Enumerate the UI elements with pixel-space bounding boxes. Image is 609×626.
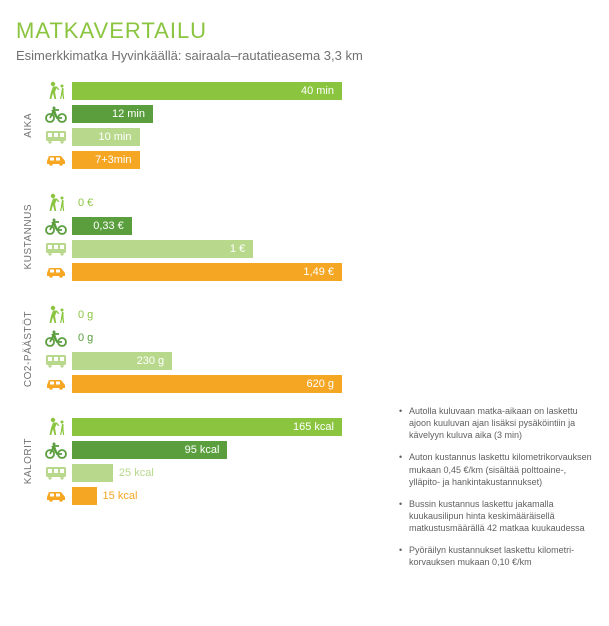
bar-label: 15 kcal (103, 490, 138, 502)
bar-row-co2-bus: 230 g (72, 349, 352, 372)
bus-icon (40, 237, 72, 260)
bar-row-kustannus-bike: 0,33 € (72, 214, 352, 237)
page-title: MATKAVERTAILU (16, 18, 593, 44)
bar-row-kustannus-bus: 1 € (72, 237, 352, 260)
car-icon (40, 484, 72, 507)
bar-label: 1,49 € (303, 266, 334, 278)
bar-row-aika-bike: 12 min (72, 102, 352, 125)
bar: 12 min (72, 105, 153, 123)
category-label-aika: AIKA (16, 79, 40, 171)
bar-label: 165 kcal (293, 421, 334, 433)
bar: 95 kcal (72, 441, 227, 459)
bar-row-kustannus-walk: 0 € (72, 191, 352, 214)
bar-label: 0 € (78, 197, 93, 209)
bar-row-kalorit-bus: 25 kcal (72, 461, 352, 484)
bar-label: 25 kcal (119, 467, 154, 479)
bike-icon (40, 214, 72, 237)
bar: 165 kcal (72, 418, 342, 436)
bar-label: 95 kcal (185, 444, 220, 456)
bar: 7+3min (72, 151, 140, 169)
category-label-text: AIKA (23, 113, 34, 138)
walk-icon (40, 303, 72, 326)
bus-icon (40, 349, 72, 372)
page-subtitle: Esimerkkimatka Hyvinkäällä: sairaala–rau… (16, 48, 593, 63)
footnote-item: Bussin kustannus laskettu jakamalla kuuk… (399, 498, 599, 534)
category-label-co2: CO2-PÄÄSTÖT (16, 303, 40, 395)
car-icon (40, 372, 72, 395)
bar-row-co2-bike: 0 g (72, 326, 352, 349)
bike-icon (40, 102, 72, 125)
bar: 1 € (72, 240, 253, 258)
bar-label: 12 min (112, 108, 145, 120)
bar-row-aika-car: 7+3min (72, 148, 352, 171)
bar (72, 487, 97, 505)
bar-label: 0,33 € (93, 220, 124, 232)
walk-icon (40, 415, 72, 438)
bus-icon (40, 125, 72, 148)
bar-row-aika-bus: 10 min (72, 125, 352, 148)
car-icon (40, 260, 72, 283)
category-label-text: KALORIT (23, 438, 34, 484)
footnotes: Autolla kuluvaan matka-aikaan on laskett… (399, 405, 599, 579)
bar-row-co2-car: 620 g (72, 372, 352, 395)
bar: 230 g (72, 352, 172, 370)
car-icon (40, 148, 72, 171)
bar-row-aika-walk: 40 min (72, 79, 352, 102)
category-label-text: CO2-PÄÄSTÖT (23, 311, 34, 387)
bar-label: 230 g (137, 355, 165, 367)
bike-icon (40, 326, 72, 349)
bar-row-kalorit-walk: 165 kcal (72, 415, 352, 438)
bar: 1,49 € (72, 263, 342, 281)
bike-icon (40, 438, 72, 461)
category-label-text: KUSTANNUS (23, 204, 34, 269)
category-label-kustannus: KUSTANNUS (16, 191, 40, 283)
bar-label: 10 min (98, 131, 131, 143)
bar-label: 7+3min (95, 154, 131, 166)
category-label-kalorit: KALORIT (16, 415, 40, 507)
bar: 0,33 € (72, 217, 132, 235)
footnote-item: Autolla kuluvaan matka-aikaan on laskett… (399, 405, 599, 441)
footnote-item: Auton kustannus laskettu kilometrikorvau… (399, 451, 599, 487)
bar: 10 min (72, 128, 140, 146)
bar-row-kalorit-bike: 95 kcal (72, 438, 352, 461)
bar-row-co2-walk: 0 g (72, 303, 352, 326)
bar-row-kustannus-car: 1,49 € (72, 260, 352, 283)
bar: 620 g (72, 375, 342, 393)
bar-label: 0 g (78, 309, 93, 321)
walk-icon (40, 191, 72, 214)
walk-icon (40, 79, 72, 102)
bar-label: 0 g (78, 332, 93, 344)
bar-row-kalorit-car: 15 kcal (72, 484, 352, 507)
bar-label: 620 g (306, 378, 334, 390)
footnote-item: Pyöräilyn kustannukset laskettu kilometr… (399, 544, 599, 568)
bar-label: 1 € (230, 243, 245, 255)
bar-label: 40 min (301, 85, 334, 97)
bar: 40 min (72, 82, 342, 100)
bus-icon (40, 461, 72, 484)
bar (72, 464, 113, 482)
